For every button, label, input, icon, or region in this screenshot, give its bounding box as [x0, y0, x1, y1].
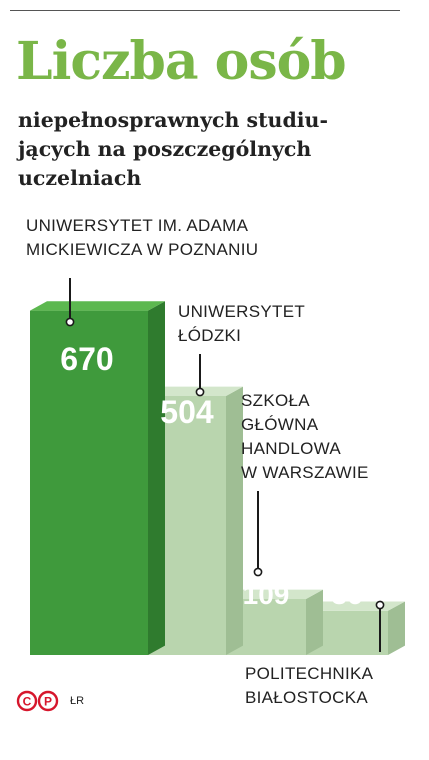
category-label-2-line-3: HANDLOWA	[241, 439, 342, 458]
bar-top-2	[226, 589, 323, 599]
subtitle-line-1: niepełnosprawnych studiu-	[18, 108, 328, 132]
leader-dot-0	[65, 317, 75, 327]
leader-dot-1	[195, 387, 205, 397]
value-label-2: 109	[243, 579, 290, 610]
category-label-2-line-1: SZKOŁA	[241, 391, 310, 410]
category-label-0: UNIWERSYTET IM. ADAMA MICKIEWICZA W POZN…	[26, 214, 258, 262]
logo-letter-c: C	[23, 695, 32, 709]
subtitle-line-3: uczelniach	[18, 166, 142, 190]
bar-top-1	[148, 386, 243, 396]
value-label-3: 86	[331, 579, 362, 610]
subtitle-line-2: jących na poszczególnych	[18, 137, 312, 161]
bar-side-0	[148, 301, 165, 655]
value-label-0: 670	[60, 341, 113, 377]
leader-dot-2	[253, 567, 263, 577]
bar-side-2	[306, 589, 323, 655]
logo-letter-p: P	[44, 695, 52, 709]
author-credit: ŁR	[70, 695, 85, 707]
category-label-2: SZKOŁA GŁÓWNA HANDLOWA W WARSZAWIE	[241, 389, 369, 485]
category-label-1-line-1: UNIWERSYTET	[178, 302, 306, 321]
bar-0	[30, 310, 148, 655]
chart-title: Liczba osób	[16, 31, 347, 92]
category-label-1: UNIWERSYTET ŁÓDZKI	[178, 300, 305, 348]
category-label-0-line-1: UNIWERSYTET IM. ADAMA	[26, 216, 249, 235]
category-label-2-line-4: W WARSZAWIE	[241, 463, 369, 482]
bar-top-0	[30, 301, 165, 311]
bar-side-3	[388, 601, 405, 655]
logo-ring-c	[16, 690, 38, 712]
category-label-3: POLITECHNIKA BIAŁOSTOCKA	[245, 662, 373, 710]
logo-ring-p	[37, 690, 59, 712]
chart-subtitle: niepełnosprawnych studiu- jących na posz…	[18, 106, 403, 193]
value-label-1: 504	[160, 394, 214, 430]
top-rule	[10, 10, 400, 11]
category-label-1-line-2: ŁÓDZKI	[178, 326, 242, 345]
category-label-2-line-2: GŁÓWNA	[241, 415, 319, 434]
bar-side-1	[226, 386, 243, 655]
category-label-3-line-1: POLITECHNIKA	[245, 664, 374, 683]
publisher-logo: C P	[16, 690, 59, 712]
leader-dot-3	[375, 600, 385, 610]
category-label-3-line-2: BIAŁOSTOCKA	[245, 688, 368, 707]
category-label-0-line-2: MICKIEWICZA W POZNANIU	[26, 240, 259, 259]
